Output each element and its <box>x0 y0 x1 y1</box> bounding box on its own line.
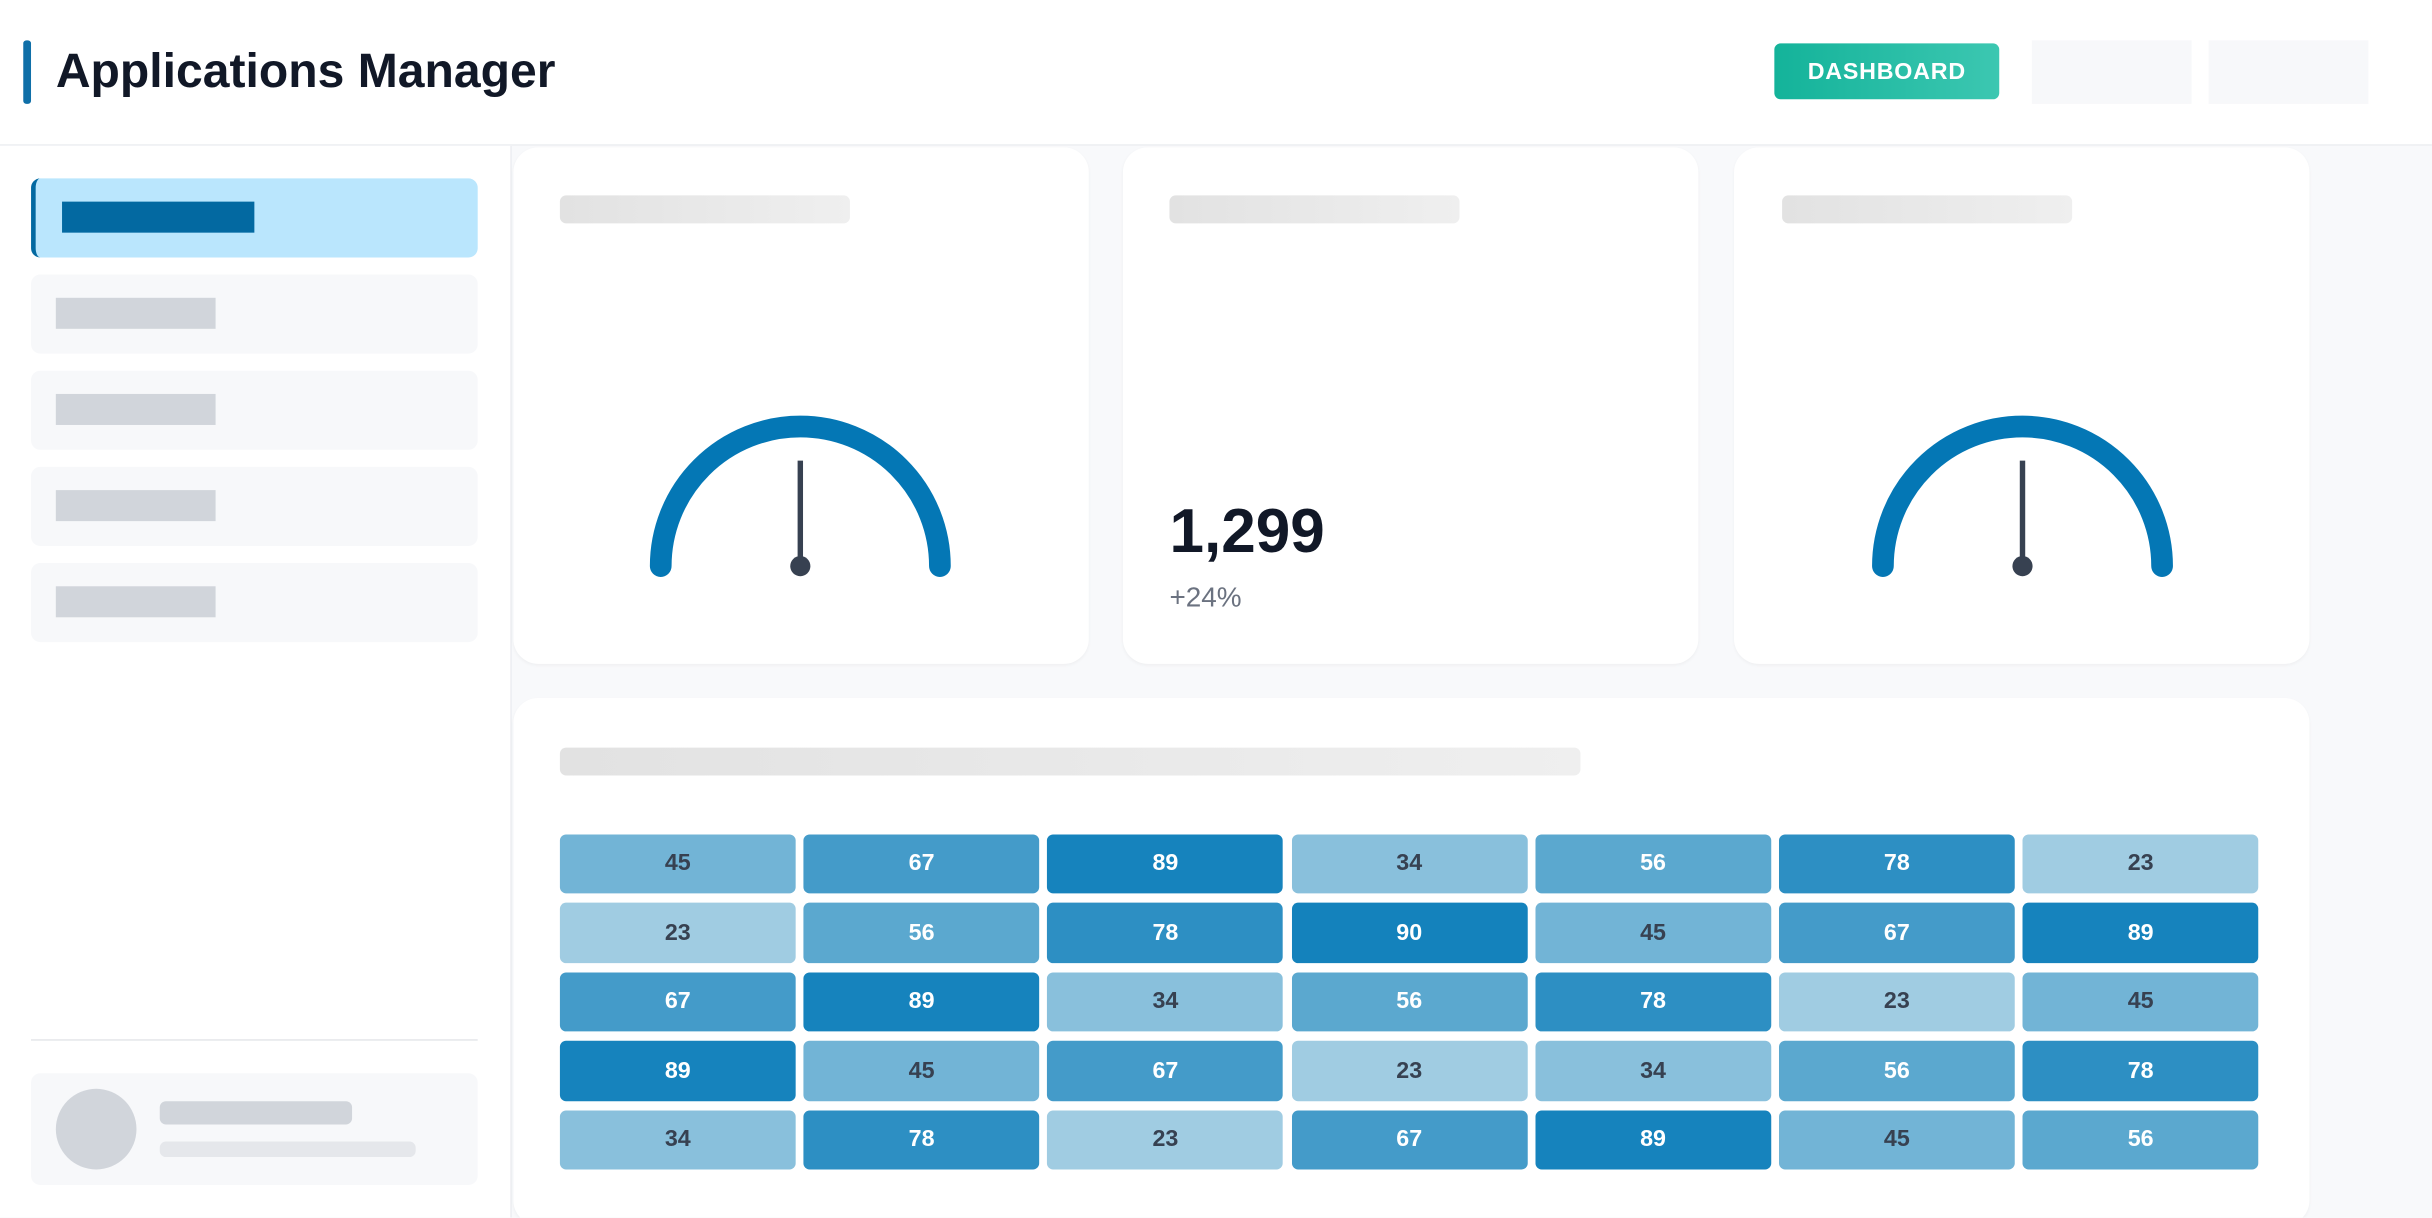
nav-item[interactable] <box>31 466 478 546</box>
heatmap-cell: 45 <box>803 1040 1040 1101</box>
header: Applications Manager DASHBOARD <box>0 0 2432 146</box>
gauge <box>649 415 951 577</box>
nav-item[interactable] <box>31 274 478 354</box>
heatmap-cell: 56 <box>1291 971 1528 1032</box>
heatmap-cell: 34 <box>1291 833 1528 894</box>
nav-item[interactable] <box>31 370 478 450</box>
placeholder[interactable] <box>2031 40 2192 104</box>
heatmap-cell: 89 <box>1047 833 1284 894</box>
dashboard-button[interactable]: DASHBOARD <box>1774 43 2000 100</box>
gauge <box>1872 415 2173 577</box>
heatmap-cell: 23 <box>1778 971 2015 1032</box>
heatmap-cell: 78 <box>1047 902 1284 963</box>
stat-card: 1,299 +24% <box>1122 147 1699 664</box>
heatmap-cell: 67 <box>559 971 796 1032</box>
heatmap-card: 45 67 89 34 56 78 23 23 56 78 90 45 67 89 67 89 34 56 78 23… <box>513 697 2310 1218</box>
heatmap-cell: 90 <box>1291 902 1528 963</box>
nav-item-active[interactable] <box>31 178 478 258</box>
heatmap-cell: 89 <box>2022 902 2259 963</box>
heatmap-cell: 34 <box>1535 1040 1771 1101</box>
heatmap-cell: 89 <box>803 971 1040 1032</box>
accent <box>23 40 32 104</box>
heatmap-cell: 56 <box>1778 1040 2015 1101</box>
heatmap-cell: 34 <box>1047 971 1284 1032</box>
divider <box>31 1039 478 1041</box>
heatmap-cell: 78 <box>1535 971 1771 1032</box>
heatmap-cell: 56 <box>803 902 1040 963</box>
heatmap-cell: 67 <box>803 833 1040 894</box>
heatmap-cell: 67 <box>1047 1040 1284 1101</box>
heatmap-cell: 23 <box>2022 833 2259 894</box>
heatmap-cell: 78 <box>2022 1040 2259 1101</box>
heatmap-cell: 45 <box>2022 971 2259 1032</box>
heatmap-cell: 89 <box>559 1040 796 1101</box>
stat-value: 1,299 <box>1169 497 1325 567</box>
heatmap-cell: 56 <box>1535 833 1771 894</box>
heatmap-cell: 45 <box>1778 1109 2015 1170</box>
heatmap-cell: 23 <box>559 902 796 963</box>
heatmap-cell: 23 <box>1291 1040 1528 1101</box>
user-card <box>31 1073 478 1185</box>
nav-item[interactable] <box>31 563 478 643</box>
heatmap-cell: 45 <box>1535 902 1771 963</box>
gauge-card <box>513 147 1089 664</box>
heatmap-cell: 67 <box>1778 902 2015 963</box>
heatmap-cell: 78 <box>803 1109 1040 1170</box>
heatmap-cell: 89 <box>1535 1109 1771 1170</box>
stat-change: +24% <box>1169 581 1242 613</box>
title: Applications Manager <box>55 43 556 98</box>
heatmap-cell: 67 <box>1291 1109 1528 1170</box>
heatmap-cell: 56 <box>2022 1109 2259 1170</box>
gauge-card <box>1734 147 2310 664</box>
heatmap-cell: 45 <box>559 833 796 894</box>
heatmap-cell: 23 <box>1047 1109 1284 1170</box>
heatmap-cell: 78 <box>1778 833 2015 894</box>
placeholder[interactable] <box>2208 40 2369 104</box>
heatmap-cell: 34 <box>559 1109 796 1170</box>
